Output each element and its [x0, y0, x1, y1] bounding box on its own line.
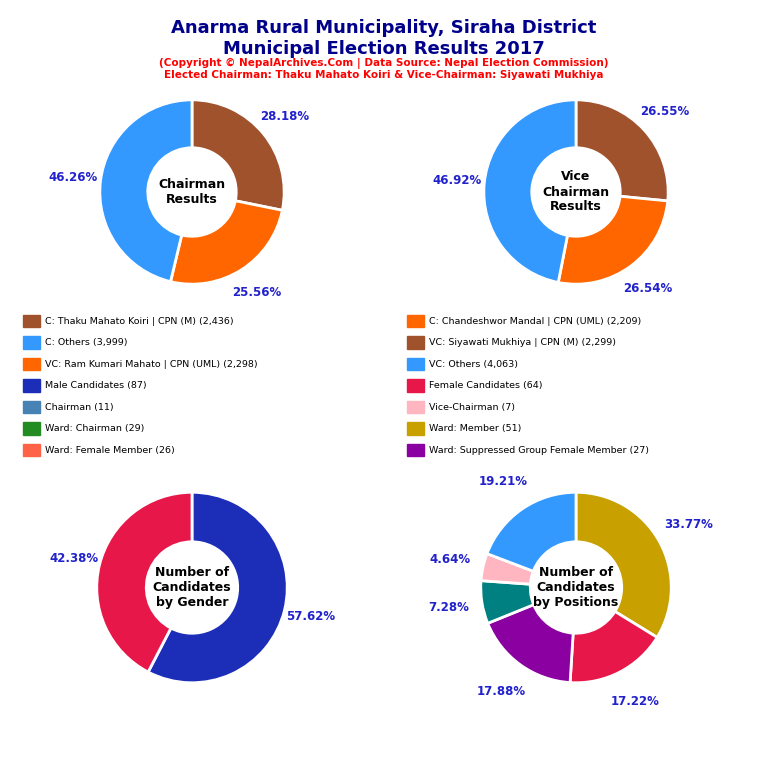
- Text: Ward: Suppressed Group Female Member (27): Ward: Suppressed Group Female Member (27…: [429, 445, 648, 455]
- Text: 4.64%: 4.64%: [430, 553, 471, 566]
- Text: C: Others (3,999): C: Others (3,999): [45, 338, 127, 347]
- Wedge shape: [170, 200, 283, 284]
- Wedge shape: [481, 554, 533, 584]
- Wedge shape: [481, 581, 534, 624]
- Text: VC: Others (4,063): VC: Others (4,063): [429, 359, 518, 369]
- Text: 26.54%: 26.54%: [623, 282, 672, 295]
- Text: Ward: Member (51): Ward: Member (51): [429, 424, 521, 433]
- Text: Ward: Female Member (26): Ward: Female Member (26): [45, 445, 174, 455]
- Text: 28.18%: 28.18%: [260, 110, 310, 123]
- Text: 25.56%: 25.56%: [232, 286, 281, 300]
- Wedge shape: [558, 197, 667, 284]
- Text: Number of
Candidates
by Positions: Number of Candidates by Positions: [533, 566, 619, 609]
- Wedge shape: [97, 492, 192, 672]
- Text: Chairman (11): Chairman (11): [45, 402, 113, 412]
- Text: 46.26%: 46.26%: [48, 171, 98, 184]
- Text: 42.38%: 42.38%: [49, 552, 98, 565]
- Wedge shape: [488, 604, 573, 683]
- Text: VC: Ram Kumari Mahato | CPN (UML) (2,298): VC: Ram Kumari Mahato | CPN (UML) (2,298…: [45, 359, 257, 369]
- Wedge shape: [100, 100, 192, 282]
- Text: Anarma Rural Municipality, Siraha District
Municipal Election Results 2017: Anarma Rural Municipality, Siraha Distri…: [171, 19, 597, 58]
- Text: 26.55%: 26.55%: [640, 105, 690, 118]
- Wedge shape: [148, 492, 287, 683]
- Text: (Copyright © NepalArchives.Com | Data Source: Nepal Election Commission)
Elected: (Copyright © NepalArchives.Com | Data So…: [159, 58, 609, 81]
- Text: Male Candidates (87): Male Candidates (87): [45, 381, 146, 390]
- Text: 7.28%: 7.28%: [429, 601, 469, 614]
- Text: Ward: Chairman (29): Ward: Chairman (29): [45, 424, 144, 433]
- Text: 17.88%: 17.88%: [476, 685, 525, 698]
- Text: C: Chandeshwor Mandal | CPN (UML) (2,209): C: Chandeshwor Mandal | CPN (UML) (2,209…: [429, 316, 641, 326]
- Text: C: Thaku Mahato Koiri | CPN (M) (2,436): C: Thaku Mahato Koiri | CPN (M) (2,436): [45, 316, 233, 326]
- Wedge shape: [192, 100, 284, 210]
- Wedge shape: [576, 492, 671, 637]
- Text: 17.22%: 17.22%: [611, 695, 660, 708]
- Text: Female Candidates (64): Female Candidates (64): [429, 381, 542, 390]
- Text: Number of
Candidates
by Gender: Number of Candidates by Gender: [153, 566, 231, 609]
- Text: Chairman
Results: Chairman Results: [158, 178, 226, 206]
- Text: Vice-Chairman (7): Vice-Chairman (7): [429, 402, 515, 412]
- Text: 33.77%: 33.77%: [664, 518, 713, 531]
- Text: VC: Siyawati Mukhiya | CPN (M) (2,299): VC: Siyawati Mukhiya | CPN (M) (2,299): [429, 338, 615, 347]
- Text: Vice
Chairman
Results: Vice Chairman Results: [542, 170, 610, 214]
- Wedge shape: [487, 492, 576, 571]
- Wedge shape: [570, 611, 657, 683]
- Text: 46.92%: 46.92%: [432, 174, 482, 187]
- Text: 57.62%: 57.62%: [286, 610, 335, 623]
- Wedge shape: [576, 100, 668, 201]
- Text: 19.21%: 19.21%: [478, 475, 528, 488]
- Wedge shape: [484, 100, 576, 283]
